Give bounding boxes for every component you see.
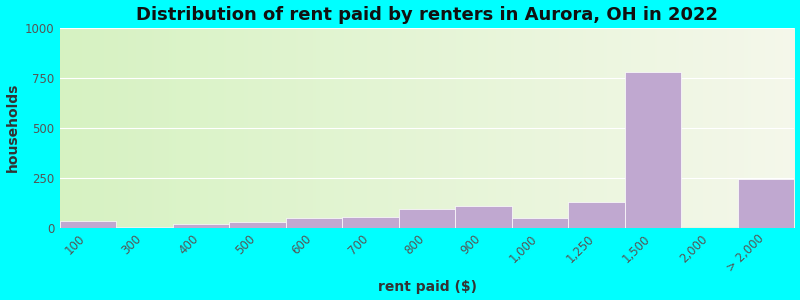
Y-axis label: households: households — [6, 83, 19, 172]
X-axis label: rent paid ($): rent paid ($) — [378, 280, 477, 294]
Title: Distribution of rent paid by renters in Aurora, OH in 2022: Distribution of rent paid by renters in … — [136, 6, 718, 24]
Bar — [625, 72, 682, 228]
Bar — [116, 226, 173, 228]
Bar — [173, 224, 229, 228]
Bar — [286, 218, 342, 228]
Bar — [229, 222, 286, 228]
Bar — [342, 217, 398, 228]
Bar — [568, 202, 625, 228]
Bar — [455, 206, 512, 228]
Bar — [59, 220, 116, 228]
Bar — [738, 179, 794, 228]
Bar — [398, 208, 455, 228]
Bar — [512, 218, 568, 228]
